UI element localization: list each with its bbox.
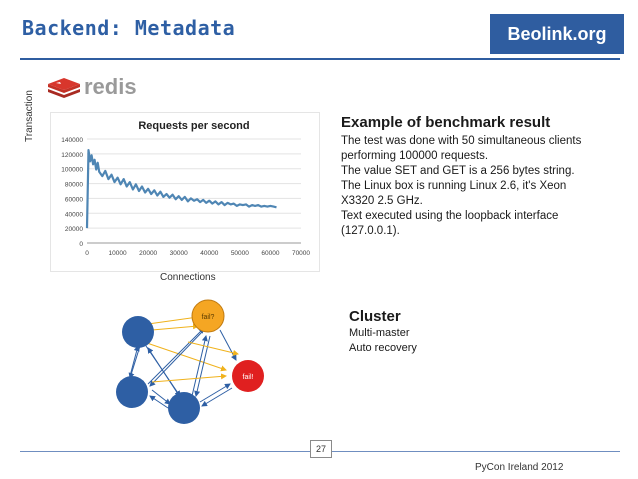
chart-canvas: Requests per second 0 20000 40000 60000 80000… bbox=[61, 120, 310, 257]
redis-wordmark: redis bbox=[84, 74, 137, 99]
chart-x-tick-label: 70000 bbox=[292, 250, 310, 257]
cluster-description: Multi-master Auto recovery bbox=[349, 326, 417, 356]
chart-y-tick-label: 80000 bbox=[65, 182, 83, 189]
cluster-line: Auto recovery bbox=[349, 342, 417, 354]
benchmark-line: performing 100000 requests. bbox=[341, 150, 489, 162]
chart-y-tick-label: 140000 bbox=[61, 137, 83, 144]
redis-logo-icon bbox=[48, 78, 80, 98]
chart-x-tick-label: 60000 bbox=[261, 250, 279, 257]
chart-y-tick-label: 0 bbox=[79, 241, 83, 248]
benchmark-line: (127.0.0.1). bbox=[341, 225, 400, 237]
chart-y-tick-label: 120000 bbox=[61, 152, 83, 159]
benchmark-line: Text executed using the loopback interfa… bbox=[341, 210, 559, 222]
chart-x-tick-label: 0 bbox=[85, 250, 89, 257]
chart-y-tick-label: 60000 bbox=[65, 196, 83, 203]
benchmark-line: The Linux box is running Linux 2.6, it's… bbox=[341, 180, 567, 192]
chart-series-line bbox=[85, 148, 277, 229]
chart-x-tick-label: 30000 bbox=[170, 250, 188, 257]
benchmark-line: The value SET and GET is a 256 bytes str… bbox=[341, 165, 575, 177]
cluster-edges bbox=[128, 314, 239, 409]
benchmark-heading: Example of benchmark result bbox=[341, 114, 551, 131]
cluster-line: Multi-master bbox=[349, 327, 410, 339]
cluster-node-fail-question-label: fail? bbox=[202, 314, 215, 321]
cluster-node bbox=[122, 316, 154, 348]
chart-x-axis-label: Connections bbox=[160, 272, 216, 283]
slide-header: Backend: Metadata Beolink.org bbox=[0, 0, 638, 60]
page-number: 27 bbox=[310, 440, 332, 458]
cluster-node-fail-bang bbox=[232, 360, 264, 392]
chart-title: Requests per second bbox=[138, 120, 249, 132]
slide-title: Backend: Metadata bbox=[22, 16, 236, 40]
chart-x-tick-label: 20000 bbox=[139, 250, 157, 257]
chart-y-tick-label: 20000 bbox=[65, 226, 83, 233]
benchmark-line: X3320 2.5 GHz. bbox=[341, 195, 423, 207]
chart-x-tick-label: 50000 bbox=[231, 250, 249, 257]
chart-y-tick-label: 40000 bbox=[65, 211, 83, 218]
chart-x-tick-label: 40000 bbox=[200, 250, 218, 257]
chart-x-tick-label: 10000 bbox=[109, 250, 127, 257]
benchmark-line: The test was done with 50 simultaneous c… bbox=[341, 135, 582, 147]
benchmark-description: The test was done with 50 simultaneous c… bbox=[341, 134, 601, 239]
cluster-diagram: fail? fail! bbox=[116, 299, 264, 424]
chart-y-tick-label: 100000 bbox=[61, 167, 83, 174]
cluster-node bbox=[168, 392, 200, 424]
cluster-node-fail-bang-label: fail! bbox=[243, 374, 254, 381]
chart-y-axis-label: Transaction bbox=[24, 90, 35, 142]
benchmark-chart: Requests per second 0 20000 40000 60000 80000… bbox=[50, 112, 320, 272]
footer-event: PyCon Ireland 2012 bbox=[475, 462, 564, 473]
site-badge: Beolink.org bbox=[490, 14, 624, 54]
cluster-node-fail-question bbox=[191, 299, 225, 333]
cluster-heading: Cluster bbox=[349, 308, 401, 325]
cluster-node bbox=[116, 376, 148, 408]
header-divider bbox=[20, 58, 620, 60]
